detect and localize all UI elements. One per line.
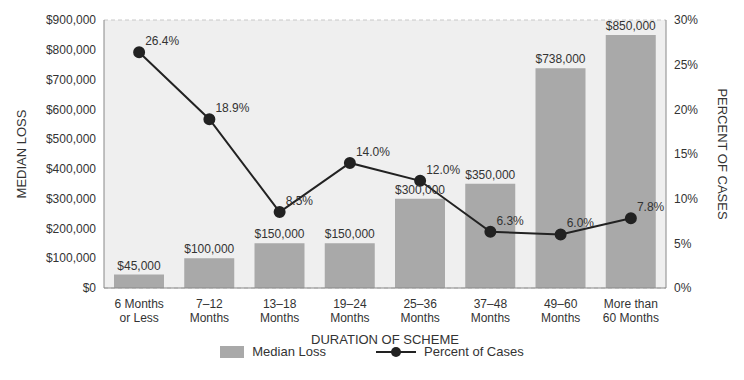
svg-text:20%: 20% [674,103,698,117]
svg-text:6 Monthsor Less: 6 Monthsor Less [114,297,163,325]
svg-text:$0: $0 [83,281,97,295]
svg-text:$738,000: $738,000 [535,52,585,66]
svg-text:$850,000: $850,000 [606,19,656,33]
svg-text:PERCENT OF CASES: PERCENT OF CASES [715,88,730,220]
svg-text:49–60Months: 49–60Months [541,297,580,325]
svg-text:10%: 10% [674,192,698,206]
svg-text:$100,000: $100,000 [184,242,234,256]
svg-text:$500,000: $500,000 [46,132,96,146]
svg-text:DURATION OF SCHEME: DURATION OF SCHEME [311,332,459,347]
html-text:Median Loss: Median Loss [252,344,326,359]
svg-text:$350,000: $350,000 [465,168,515,182]
svg-text:6.3%: 6.3% [496,214,524,228]
svg-text:26.4%: 26.4% [145,34,179,48]
svg-text:7.8%: 7.8% [637,200,665,214]
svg-text:$200,000: $200,000 [46,222,96,236]
svg-text:5%: 5% [674,237,692,251]
svg-text:$600,000: $600,000 [46,103,96,117]
svg-text:$400,000: $400,000 [46,162,96,176]
svg-text:More than60 Months: More than60 Months [603,297,659,325]
svg-text:$900,000: $900,000 [46,13,96,27]
svg-text:25%: 25% [674,58,698,72]
svg-text:6.0%: 6.0% [567,216,595,230]
svg-text:25–36Months: 25–36Months [400,297,439,325]
svg-text:30%: 30% [674,13,698,27]
svg-text:13–18Months: 13–18Months [260,297,299,325]
svg-text:$700,000: $700,000 [46,73,96,87]
svg-text:$150,000: $150,000 [325,227,375,241]
svg-text:7–12Months: 7–12Months [190,297,229,325]
svg-text:8.5%: 8.5% [286,194,314,208]
svg-text:$800,000: $800,000 [46,43,96,57]
svg-text:0%: 0% [674,281,692,295]
svg-text:$300,000: $300,000 [46,192,96,206]
svg-text:15%: 15% [674,147,698,161]
svg-text:37–48Months: 37–48Months [471,297,510,325]
svg-text:MEDIAN LOSS: MEDIAN LOSS [14,109,29,198]
svg-text:19–24Months: 19–24Months [330,297,369,325]
svg-text:18.9%: 18.9% [215,101,249,115]
svg-text:$300,000: $300,000 [395,183,445,197]
svg-text:14.0%: 14.0% [356,145,390,159]
svg-text:$45,000: $45,000 [117,259,161,273]
svg-text:12.0%: 12.0% [426,163,460,177]
html-text:Percent of Cases: Percent of Cases [424,344,524,359]
svg-text:$100,000: $100,000 [46,251,96,265]
svg-text:$150,000: $150,000 [254,227,304,241]
